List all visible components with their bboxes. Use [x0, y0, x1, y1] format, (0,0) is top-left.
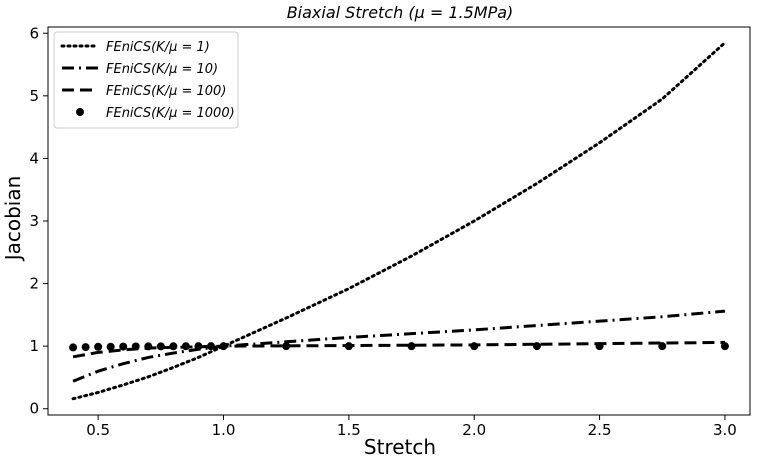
series-1-line [71, 41, 727, 401]
legend-entry-3: FEniCS(K/μ = 100) [106, 84, 226, 99]
series-4-point [131, 342, 140, 351]
series-4-point [106, 342, 115, 351]
series-4-point [344, 342, 353, 351]
series-1 [71, 41, 727, 401]
series-4-point [119, 342, 128, 351]
series-3-line [72, 340, 725, 359]
y-tick-label: 3 [29, 212, 39, 230]
series-4-point [194, 342, 203, 351]
series-4-point [595, 342, 604, 351]
x-tick-label: 3.0 [713, 421, 737, 439]
y-tick-label: 0 [29, 400, 39, 418]
series-2-line [72, 309, 726, 383]
x-tick-label: 1.5 [337, 421, 361, 439]
y-tick-label: 1 [29, 337, 39, 355]
legend-entry-1: FEniCS(K/μ = 1) [106, 40, 210, 55]
x-tick-label: 2.5 [588, 421, 612, 439]
x-axis-label: Stretch [364, 435, 436, 459]
series-4-point [407, 342, 416, 351]
chart-title: Biaxial Stretch (μ = 1.5MPa) [287, 3, 514, 22]
series-4-point [282, 342, 291, 351]
x-tick-label: 2.0 [462, 421, 486, 439]
y-tick-label: 5 [29, 87, 39, 105]
series-2 [72, 309, 726, 383]
x-axis-ticks: 0.5 1.0 1.5 2.0 2.5 3.0 [86, 415, 737, 439]
series-4-point [532, 342, 541, 351]
y-tick-label: 6 [29, 24, 39, 42]
y-tick-label: 4 [29, 149, 39, 167]
series-4-point [720, 342, 729, 351]
legend-marker-4 [76, 108, 84, 116]
series-layer [69, 41, 729, 401]
series-4-point [470, 342, 479, 351]
legend-box [53, 31, 239, 129]
series-4-point [69, 343, 78, 352]
legend: FEniCS(K/μ = 1) FEniCS(K/μ = 10) FEniCS(K/… [53, 31, 239, 129]
series-4-point [156, 342, 165, 351]
series-4-point [219, 342, 228, 351]
series-4-point [169, 342, 178, 351]
series-3 [72, 340, 725, 359]
legend-entry-4: FEniCS(K/μ = 1000) [106, 106, 235, 121]
series-4-point [181, 342, 190, 351]
series-4-point [144, 342, 153, 351]
series-4-point [94, 342, 103, 351]
legend-entry-2: FEniCS(K/μ = 10) [106, 62, 218, 77]
series-4-point [81, 343, 90, 352]
x-tick-label: 1.0 [212, 421, 236, 439]
y-axis-label: Jacobian [1, 176, 25, 263]
series-4-point [658, 342, 667, 351]
x-tick-label: 0.5 [86, 421, 110, 439]
series-4 [69, 342, 729, 352]
y-axis-ticks: 0 1 2 3 4 5 6 [29, 24, 48, 418]
y-tick-label: 2 [29, 275, 39, 293]
series-4-point [206, 342, 215, 351]
